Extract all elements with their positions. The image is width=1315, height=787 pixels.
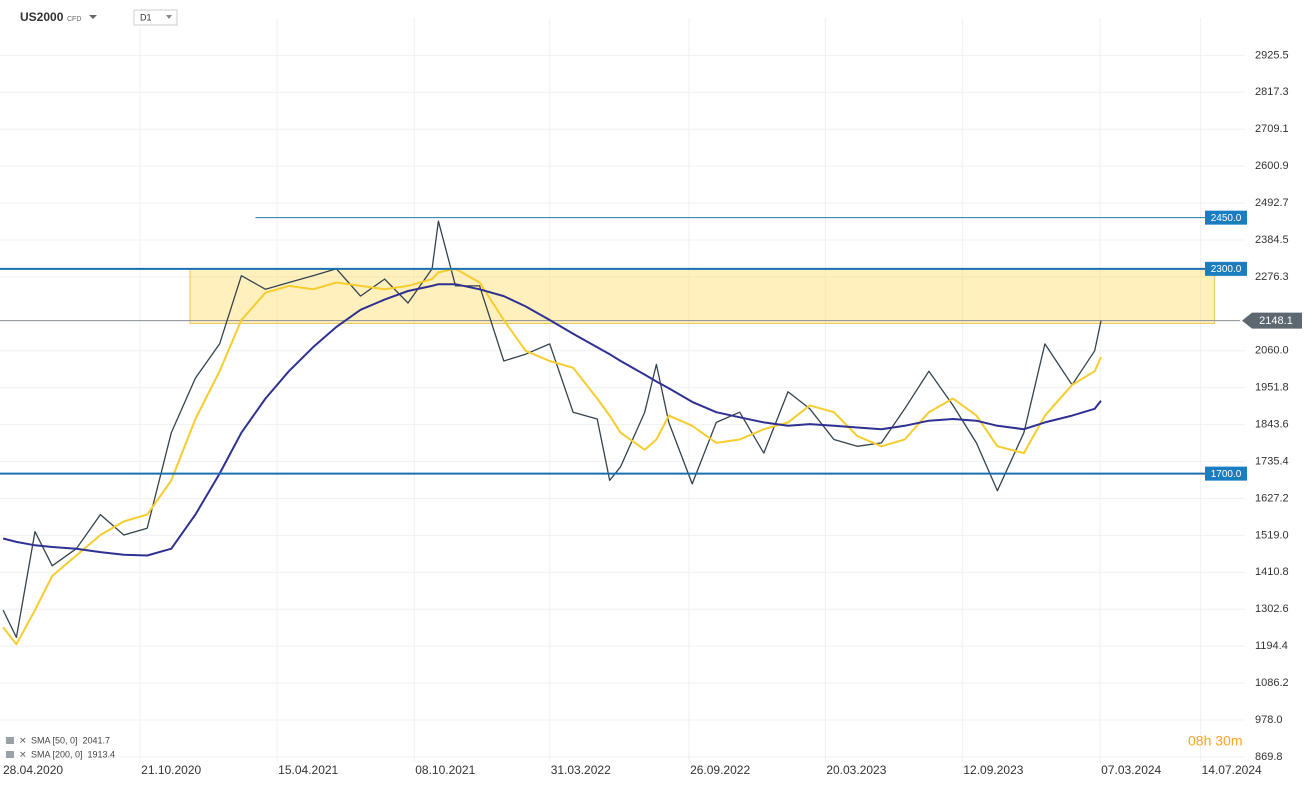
symbol-dropdown[interactable] — [89, 15, 97, 19]
y-tick-label: 1410.8 — [1255, 566, 1289, 578]
x-tick-label: 20.03.2023 — [826, 763, 886, 777]
level-label-bg — [1205, 261, 1247, 276]
y-tick-label: 1627.2 — [1255, 492, 1289, 504]
timeframe-dropdown[interactable] — [166, 15, 172, 19]
y-tick-label: 1086.2 — [1255, 677, 1289, 689]
x-tick-label: 28.04.2020 — [3, 763, 63, 777]
level-label: 2450.0 — [1211, 213, 1242, 224]
current-price-label: 2148.1 — [1259, 315, 1293, 327]
y-tick-label: 2276.3 — [1255, 271, 1289, 283]
grid — [0, 18, 1245, 762]
legend-value: 2041.7 — [83, 735, 111, 745]
y-tick-label: 978.0 — [1255, 714, 1283, 726]
legend-name: SMA [200, 0] — [31, 749, 83, 759]
level-label: 2300.0 — [1211, 264, 1242, 275]
legend-close[interactable]: ✕ — [19, 735, 27, 745]
y-tick-label: 2817.3 — [1255, 86, 1289, 98]
legend-close[interactable]: ✕ — [19, 749, 27, 759]
x-tick-label: 08.10.2021 — [415, 763, 475, 777]
legend-value: 1913.4 — [88, 749, 116, 759]
legend-icon — [6, 751, 14, 758]
timeframe-box[interactable] — [133, 9, 178, 26]
session-timer: 08h 30m — [1188, 733, 1242, 749]
x-tick-label: 31.03.2022 — [551, 763, 611, 777]
x-tick-label: 26.09.2022 — [690, 763, 750, 777]
timeframe[interactable]: D1 — [140, 12, 152, 22]
y-tick-label: 1735.4 — [1255, 455, 1289, 467]
x-tick-label: 14.07.2024 — [1202, 763, 1262, 777]
y-tick-label: 1302.6 — [1255, 603, 1289, 615]
level-label: 1700.0 — [1211, 469, 1242, 480]
y-tick-label: 1951.8 — [1255, 382, 1289, 394]
current-price-label-bg — [1242, 312, 1302, 329]
y-tick-label: 2060.0 — [1255, 345, 1289, 357]
y-tick-label: 2492.7 — [1255, 197, 1289, 209]
y-tick-label: 869.8 — [1255, 751, 1283, 763]
x-tick-label: 12.09.2023 — [963, 763, 1023, 777]
level-label-bg — [1205, 210, 1247, 225]
x-tick-label: 21.10.2020 — [141, 763, 201, 777]
sma-line — [2, 267, 1102, 646]
level-label-bg — [1205, 466, 1247, 481]
price-line — [2, 220, 1102, 639]
legend-name: SMA [50, 0] — [31, 735, 78, 745]
y-tick-label: 2600.9 — [1255, 160, 1289, 172]
legend-icon — [6, 737, 14, 744]
plot-area — [0, 217, 1240, 646]
symbol-type: CFD — [67, 16, 81, 23]
y-tick-label: 2384.5 — [1255, 234, 1289, 246]
symbol[interactable]: US2000 — [20, 10, 64, 24]
y-tick-label: 2925.5 — [1255, 49, 1289, 61]
x-tick-label: 15.04.2021 — [278, 763, 338, 777]
y-tick-label: 1194.4 — [1255, 640, 1288, 652]
sma-line — [2, 283, 1102, 557]
y-tick-label: 1843.6 — [1255, 419, 1289, 431]
y-tick-label: 2709.1 — [1255, 123, 1289, 135]
y-tick-label: 1519.0 — [1255, 529, 1289, 541]
x-tick-label: 07.03.2024 — [1101, 763, 1161, 777]
